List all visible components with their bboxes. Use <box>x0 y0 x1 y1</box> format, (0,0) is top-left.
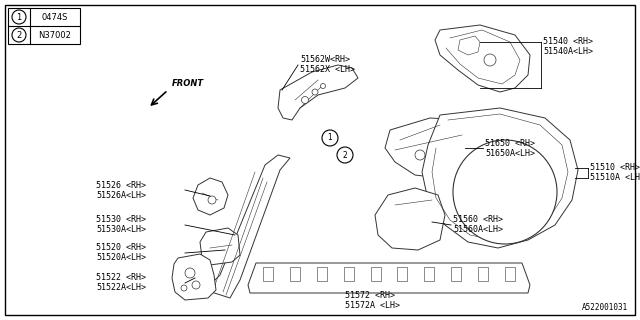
Text: 51562W<RH>: 51562W<RH> <box>300 55 350 65</box>
Circle shape <box>12 28 26 42</box>
Polygon shape <box>424 267 435 281</box>
Circle shape <box>12 10 26 24</box>
Text: 51530A<LH>: 51530A<LH> <box>96 226 146 235</box>
Text: 51572 <RH>: 51572 <RH> <box>345 291 395 300</box>
Polygon shape <box>478 267 488 281</box>
Polygon shape <box>371 267 381 281</box>
Text: 51522 <RH>: 51522 <RH> <box>96 274 146 283</box>
Text: 51560 <RH>: 51560 <RH> <box>453 215 503 225</box>
Circle shape <box>208 196 216 204</box>
Circle shape <box>192 281 200 289</box>
Text: 51650 <RH>: 51650 <RH> <box>485 139 535 148</box>
Polygon shape <box>458 36 480 55</box>
Polygon shape <box>375 188 445 250</box>
Polygon shape <box>248 263 530 293</box>
Circle shape <box>322 130 338 146</box>
Text: 51530 <RH>: 51530 <RH> <box>96 215 146 225</box>
Polygon shape <box>317 267 327 281</box>
Circle shape <box>337 147 353 163</box>
Circle shape <box>181 285 187 291</box>
Polygon shape <box>422 108 578 248</box>
Circle shape <box>453 140 557 244</box>
Text: 51526A<LH>: 51526A<LH> <box>96 190 146 199</box>
Text: 51540A<LH>: 51540A<LH> <box>543 47 593 57</box>
Text: 51650A<LH>: 51650A<LH> <box>485 148 535 157</box>
Polygon shape <box>278 65 358 120</box>
Text: 1: 1 <box>328 133 332 142</box>
Text: 0474S: 0474S <box>42 12 68 21</box>
Text: 2: 2 <box>342 150 348 159</box>
Text: 51510A <LH>: 51510A <LH> <box>590 173 640 182</box>
Text: 51520 <RH>: 51520 <RH> <box>96 244 146 252</box>
Text: 51572A <LH>: 51572A <LH> <box>345 300 400 309</box>
Text: 51522A<LH>: 51522A<LH> <box>96 284 146 292</box>
Polygon shape <box>451 267 461 281</box>
Polygon shape <box>397 267 408 281</box>
Text: 51526 <RH>: 51526 <RH> <box>96 180 146 189</box>
Polygon shape <box>385 118 480 178</box>
Circle shape <box>301 97 308 103</box>
Circle shape <box>484 54 496 66</box>
Text: FRONT: FRONT <box>172 79 204 88</box>
Text: 51510 <RH>: 51510 <RH> <box>590 164 640 172</box>
Polygon shape <box>344 267 354 281</box>
Text: A522001031: A522001031 <box>582 303 628 312</box>
Circle shape <box>415 150 425 160</box>
Polygon shape <box>193 178 228 215</box>
Bar <box>8 8 80 44</box>
Circle shape <box>321 84 326 89</box>
Text: N37002: N37002 <box>38 30 72 39</box>
Text: 51520A<LH>: 51520A<LH> <box>96 253 146 262</box>
Text: 51562X <LH>: 51562X <LH> <box>300 66 355 75</box>
Circle shape <box>312 89 318 95</box>
Polygon shape <box>505 267 515 281</box>
Polygon shape <box>205 155 290 298</box>
Polygon shape <box>172 254 216 300</box>
Polygon shape <box>290 267 300 281</box>
Text: 51560A<LH>: 51560A<LH> <box>453 226 503 235</box>
Circle shape <box>185 268 195 278</box>
Text: 51540 <RH>: 51540 <RH> <box>543 37 593 46</box>
Text: 1: 1 <box>17 12 22 21</box>
Polygon shape <box>435 25 530 92</box>
Polygon shape <box>263 267 273 281</box>
Text: 2: 2 <box>17 30 22 39</box>
Polygon shape <box>200 228 240 265</box>
